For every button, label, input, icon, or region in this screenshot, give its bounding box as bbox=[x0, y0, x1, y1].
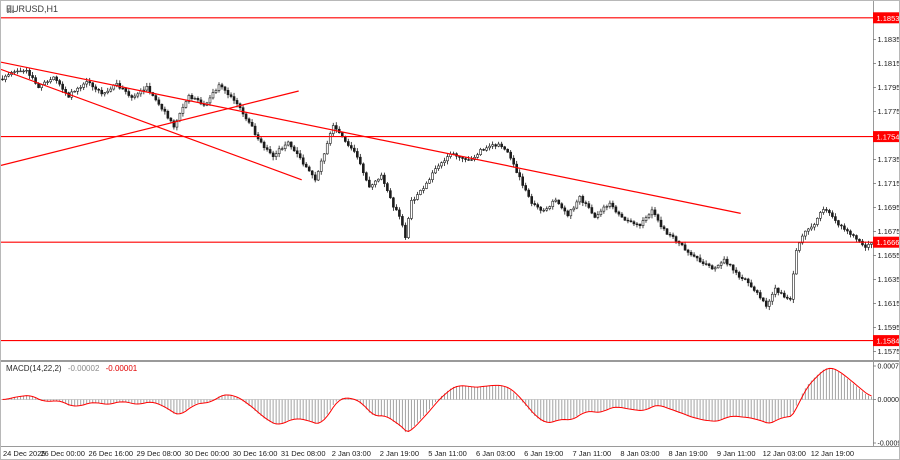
price-tick-label: 1.1835 bbox=[878, 35, 900, 44]
price-tick-label: 1.1635 bbox=[878, 275, 900, 284]
price-tick-label: 1.1655 bbox=[878, 251, 900, 260]
macd-indicator-label: MACD(14,22,2) -0.00002 -0.00001 bbox=[6, 364, 137, 373]
time-axis-label: 7 Jan 11:00 bbox=[572, 449, 612, 458]
price-tick-label: 1.1595 bbox=[878, 323, 900, 332]
time-axis-label: 31 Dec 08:00 bbox=[280, 449, 326, 458]
price-tick-label: 1.1795 bbox=[878, 83, 900, 92]
time-axis-label: 24 Dec 2025 bbox=[3, 449, 46, 458]
time-axis-label: 9 Jan 11:00 bbox=[716, 449, 756, 458]
chart-icon bbox=[7, 5, 14, 13]
horizontal-level-lines bbox=[1, 17, 873, 342]
time-axis-label: 2 Jan 03:00 bbox=[331, 449, 371, 458]
time-axis-label: 8 Jan 03:00 bbox=[620, 449, 660, 458]
price-tick-label: 1.1695 bbox=[878, 203, 900, 212]
price-tick-label: 1.1575 bbox=[878, 347, 900, 356]
price-badge-label: 1.1584 bbox=[877, 337, 900, 346]
macd-panel[interactable]: 0.00071 0.00000 -0.00092 bbox=[1, 361, 900, 447]
time-axis-label: 5 Jan 11:00 bbox=[428, 449, 467, 458]
price-badge bbox=[873, 335, 899, 347]
macd-tick-label: 0.00071 bbox=[878, 364, 900, 371]
macd-main-value: -0.00002 bbox=[67, 364, 100, 373]
time-axis-label: 8 Jan 19:00 bbox=[668, 449, 708, 458]
time-axis-label: 12 Jan 03:00 bbox=[762, 449, 806, 458]
price-tick-label: 1.1675 bbox=[878, 227, 900, 236]
price-badge bbox=[873, 12, 899, 24]
price-badge bbox=[873, 131, 899, 143]
candlestick-series bbox=[1, 66, 873, 311]
price-badge-label: 1.1754 bbox=[877, 133, 900, 142]
price-badge-label: 1.1853 bbox=[877, 14, 900, 23]
price-axis[interactable]: 1.1835 1.1815 1.1795 1.1775 1.1735 1.1715 1.16… bbox=[873, 1, 900, 361]
macd-name: MACD(14,22,2) bbox=[6, 364, 62, 373]
symbol-text: EURUSD,H1 bbox=[6, 4, 59, 14]
price-badge bbox=[873, 236, 899, 248]
macd-signal-line bbox=[2, 367, 872, 432]
symbol-timeframe-label: EURUSD,H1 bbox=[6, 4, 58, 14]
price-badge-label: 1.1666 bbox=[877, 238, 900, 247]
price-tick-label: 1.1615 bbox=[878, 299, 900, 308]
descending-trendline-long[interactable] bbox=[1, 61, 741, 214]
macd-tick-label: 0.00000 bbox=[878, 397, 900, 404]
time-axis-label: 2 Jan 19:00 bbox=[379, 449, 420, 458]
time-axis[interactable]: 24 Dec 2025 26 Dec 00:00 26 Dec 16:00 29 De… bbox=[1, 447, 899, 459]
price-tick-label: 1.1735 bbox=[878, 155, 900, 164]
macd-histogram bbox=[5, 368, 872, 433]
time-axis-label: 26 Dec 16:00 bbox=[88, 449, 134, 458]
time-axis-label: 30 Dec 00:00 bbox=[184, 449, 230, 458]
ascending-trendline[interactable] bbox=[1, 90, 299, 166]
time-axis-label: 26 Dec 00:00 bbox=[40, 449, 85, 458]
time-axis-label: 6 Jan 03:00 bbox=[476, 449, 516, 458]
descending-trendline-short[interactable] bbox=[1, 68, 302, 181]
price-tick-label: 1.1815 bbox=[878, 59, 900, 68]
macd-axis[interactable]: 0.00071 0.00000 -0.00092 bbox=[873, 361, 900, 447]
price-tick-label: 1.1715 bbox=[878, 179, 900, 188]
price-chart[interactable]: 1.1835 1.1815 1.1795 1.1775 1.1735 1.1715 1.16… bbox=[1, 1, 900, 361]
time-axis-label: 6 Jan 19:00 bbox=[524, 449, 564, 458]
time-axis-label: 30 Dec 16:00 bbox=[232, 449, 278, 458]
macd-signal-value: -0.00001 bbox=[105, 364, 138, 373]
time-axis-label: 12 Jan 19:00 bbox=[810, 449, 855, 458]
time-axis-label: 29 Dec 08:00 bbox=[136, 449, 182, 458]
macd-tick-label: -0.00092 bbox=[878, 441, 900, 447]
price-tick-label: 1.1775 bbox=[878, 107, 900, 116]
